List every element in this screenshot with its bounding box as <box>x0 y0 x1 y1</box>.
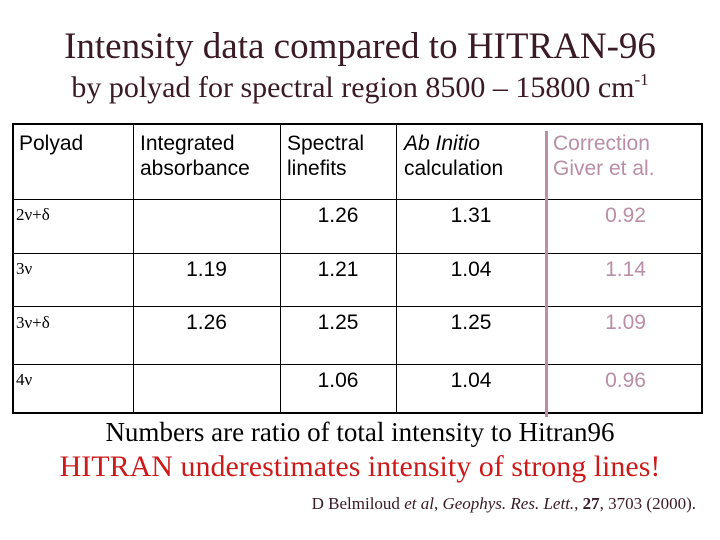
header-spectral-linefits: Spectral linefits <box>287 131 364 181</box>
citation-separator: , <box>433 494 443 513</box>
citation-journal: Geophys. Res. Lett. <box>442 494 575 513</box>
column-divider <box>280 125 281 412</box>
row-divider <box>14 364 701 365</box>
polyad-cell: 2ν+δ <box>16 205 50 224</box>
header-line: Correction <box>553 132 650 155</box>
citation-etal: et al <box>404 494 434 513</box>
integrated-cell: 1.19 <box>186 258 227 281</box>
citation-pages-year: , 3703 (2000). <box>599 494 696 513</box>
header-line: linefits <box>287 157 347 180</box>
polyad-cell: 3ν+δ <box>16 313 50 332</box>
header-ab-initio: Ab Initio calculation <box>404 131 503 181</box>
abinitio-cell: 1.25 <box>450 311 492 334</box>
polyad-cell: 3ν <box>16 259 33 278</box>
citation-volume: 27 <box>582 494 600 513</box>
header-polyad: Polyad <box>19 132 84 155</box>
polyad-cell: 4ν <box>16 370 33 389</box>
citation-separator: , <box>574 494 583 513</box>
row-divider <box>14 306 701 307</box>
spectral-cell: 1.06 <box>317 369 359 392</box>
slide-title: Intensity data compared to HITRAN-96 <box>64 26 656 67</box>
header-line: Spectral <box>287 132 365 155</box>
correction-cell: 0.96 <box>605 369 646 392</box>
header-line: Integrated <box>140 132 235 155</box>
subtitle-superscript: -1 <box>634 70 649 89</box>
row-divider <box>14 253 701 254</box>
header-integrated-absorbance: Integrated absorbance <box>140 131 250 181</box>
spectral-cell: 1.25 <box>317 311 359 334</box>
correction-cell: 1.14 <box>605 258 646 281</box>
abinitio-cell: 1.04 <box>450 258 492 281</box>
highlight-note: HITRAN underestimates intensity of stron… <box>59 450 661 483</box>
correction-column-divider <box>545 131 548 417</box>
spectral-cell: 1.26 <box>317 204 359 227</box>
header-line: Giver et al. <box>553 157 655 180</box>
slide-subtitle: by polyad for spectral region 8500 – 158… <box>0 70 720 106</box>
citation: D Belmiloud et al, Geophys. Res. Lett. , … <box>312 494 696 514</box>
column-divider <box>396 125 397 412</box>
correction-cell: 0.92 <box>605 204 646 227</box>
abinitio-cell: 1.31 <box>450 204 492 227</box>
spectral-cell: 1.21 <box>317 258 359 281</box>
citation-authors: D Belmiloud <box>311 494 405 513</box>
abinitio-cell: 1.04 <box>450 369 492 392</box>
header-line: absorbance <box>140 157 250 180</box>
correction-cell: 1.09 <box>605 311 646 334</box>
intensity-table <box>12 123 703 414</box>
header-line: Ab Initio <box>404 132 480 155</box>
column-divider <box>133 125 134 412</box>
subtitle-text: by polyad for spectral region 8500 – 158… <box>71 71 635 104</box>
row-divider <box>14 199 701 200</box>
integrated-cell: 1.26 <box>186 311 227 334</box>
header-line: calculation <box>404 157 504 180</box>
header-correction: Correction Giver et al. <box>553 131 655 181</box>
ratio-note: Numbers are ratio of total intensity to … <box>105 417 615 447</box>
